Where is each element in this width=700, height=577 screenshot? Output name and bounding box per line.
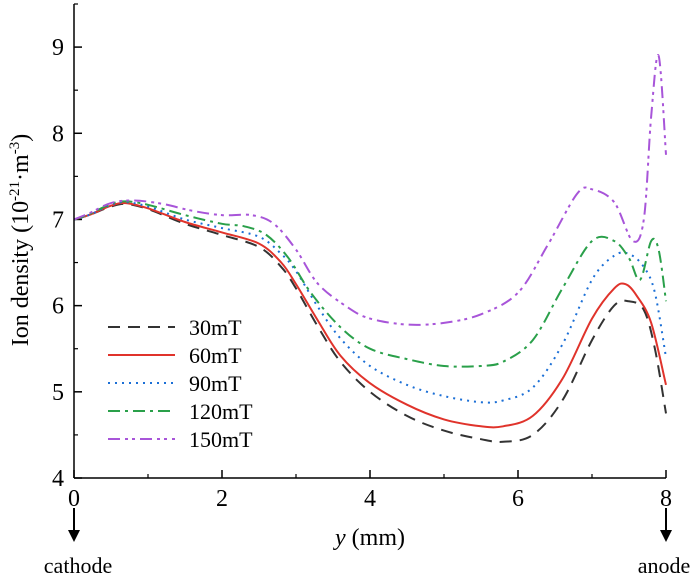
x-axis-title: y (mm) — [333, 525, 405, 551]
anode-arrow-head — [660, 530, 672, 542]
y-tick-label: 6 — [52, 294, 64, 320]
series-line-90mT — [73, 201, 667, 404]
axes — [73, 4, 666, 479]
anode-annotation: anode — [638, 508, 691, 577]
legend-label: 150mT — [189, 427, 253, 452]
legend-label: 60mT — [189, 343, 242, 368]
x-tick-label: 6 — [512, 486, 524, 512]
legend: 30mT 60mT 90mT 120mT 150mT — [108, 315, 253, 452]
y-tick-label: 9 — [52, 35, 64, 61]
x-tick-label: 8 — [660, 486, 672, 512]
series-line-150mT — [73, 54, 667, 326]
x-tick-label: 0 — [68, 486, 80, 512]
legend-label: 90mT — [189, 371, 242, 396]
cathode-label: cathode — [44, 553, 112, 577]
series-line-120mT — [73, 200, 667, 368]
cathode-arrow-head — [68, 530, 80, 542]
cathode-annotation: cathode — [44, 508, 112, 577]
x-tick-label: 2 — [216, 486, 228, 512]
legend-label: 30mT — [189, 315, 242, 340]
series-line-30mT — [73, 202, 667, 443]
y-tick-label: 7 — [52, 207, 64, 233]
x-tick-label: 4 — [364, 486, 376, 512]
axis-ticks — [73, 3, 667, 479]
series-layer — [73, 54, 667, 443]
y-axis-title: Ion density (10-21·m-3) — [7, 134, 34, 346]
y-tick-label: 8 — [52, 121, 64, 147]
anode-label: anode — [638, 553, 691, 577]
y-tick-label: 4 — [52, 466, 64, 492]
y-tick-label: 5 — [52, 380, 64, 406]
tick-labels: 4 5 6 7 8 9 0 2 4 6 8 — [52, 35, 672, 512]
legend-label: 120mT — [189, 399, 253, 424]
series-line-60mT — [73, 201, 667, 429]
